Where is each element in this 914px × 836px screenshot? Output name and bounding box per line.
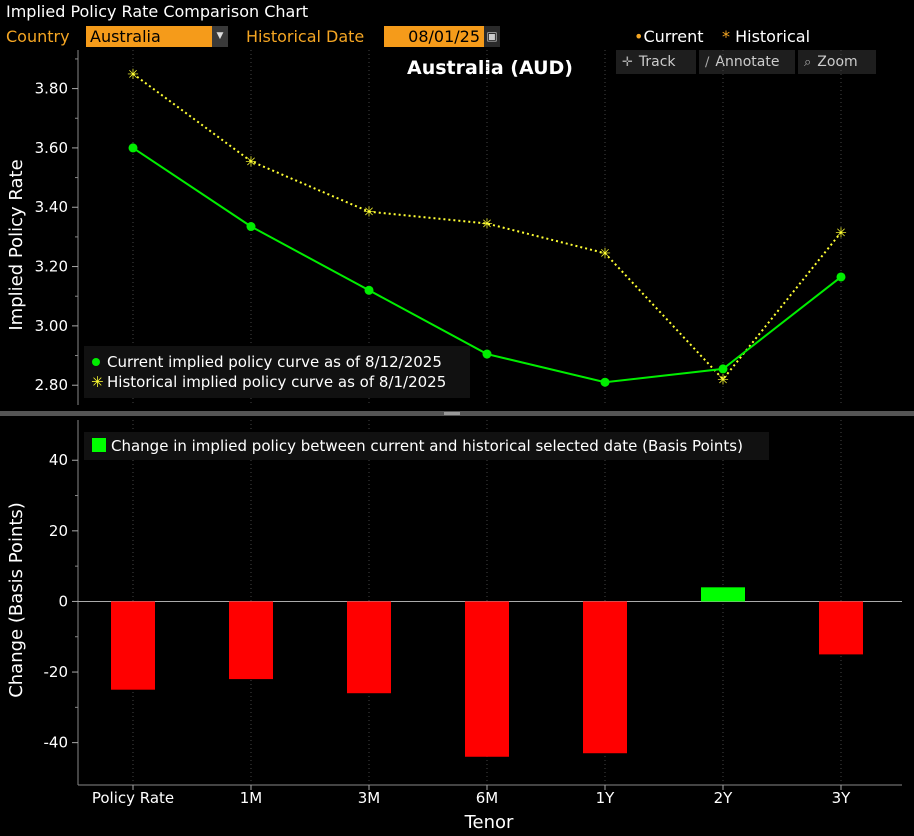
zoom-button[interactable]: ⌕ Zoom bbox=[798, 50, 876, 74]
y-tick-label: 20 bbox=[49, 522, 68, 540]
magnifier-icon: ⌕ bbox=[804, 55, 812, 70]
y-tick-label: 2.80 bbox=[35, 376, 68, 394]
y-tick-label: 40 bbox=[49, 451, 68, 469]
x-tick-label: 1Y bbox=[596, 789, 616, 807]
calendar-icon[interactable]: ▣ bbox=[484, 26, 500, 47]
country-label: Country bbox=[6, 27, 70, 46]
change-bar bbox=[229, 601, 273, 680]
divider-handle[interactable] bbox=[444, 412, 460, 415]
legend-historical: * Historical bbox=[722, 27, 811, 46]
x-tick-label: 2Y bbox=[714, 789, 734, 807]
x-tick-label: Policy Rate bbox=[92, 789, 174, 807]
window-title: Implied Policy Rate Comparison Chart bbox=[6, 2, 309, 21]
bar-legend: Change in implied policy between current… bbox=[84, 432, 769, 460]
y-tick-label: 3.00 bbox=[35, 317, 68, 335]
change-bar bbox=[583, 601, 627, 754]
current-point bbox=[246, 222, 256, 232]
chart-title: Australia (AUD) bbox=[407, 57, 573, 79]
bar-legend-box bbox=[84, 432, 769, 460]
historical-point: ✳ bbox=[363, 205, 375, 221]
current-point bbox=[482, 349, 492, 359]
historical-point: ✳ bbox=[127, 67, 139, 83]
chevron-down-icon[interactable]: ▼ bbox=[212, 26, 228, 47]
change-bar bbox=[347, 601, 391, 694]
x-tick-label: 3Y bbox=[832, 789, 852, 807]
legend-box bbox=[84, 346, 470, 398]
crosshair-icon: ✛ bbox=[622, 55, 633, 70]
historical-point: ✳ bbox=[245, 154, 257, 170]
x-tick-label: 6M bbox=[476, 789, 499, 807]
y-tick-label: 3.60 bbox=[35, 139, 68, 157]
annotate-button[interactable]: ∕ Annotate bbox=[699, 50, 795, 74]
change-bar bbox=[819, 601, 863, 655]
historical-date-label: Historical Date bbox=[246, 27, 365, 46]
pencil-icon: ∕ bbox=[705, 55, 710, 70]
current-point bbox=[600, 377, 610, 387]
historical-series-line bbox=[132, 72, 842, 381]
bar-legend-label: Change in implied policy between current… bbox=[111, 437, 743, 455]
legend-current-label: Current implied policy curve as of 8/12/… bbox=[107, 353, 442, 371]
historical-point: ✳ bbox=[835, 225, 847, 241]
historical-point: ✳ bbox=[717, 372, 729, 388]
y-tick-label: -40 bbox=[44, 734, 69, 752]
legend-historical-label: Historical implied policy curve as of 8/… bbox=[107, 373, 446, 391]
bar-legend-swatch bbox=[92, 438, 106, 452]
change-bar bbox=[465, 601, 509, 757]
y-tick-label: -20 bbox=[44, 663, 69, 681]
line-chart-area: Australia (AUD) Implied Policy Rate 3.80… bbox=[6, 50, 847, 405]
track-button[interactable]: ✛ Track bbox=[616, 50, 696, 74]
x-tick-label: 1M bbox=[240, 789, 263, 807]
y-axis-label-rate: Implied Policy Rate bbox=[6, 159, 27, 330]
y-tick-label: 3.20 bbox=[35, 258, 68, 276]
change-bar bbox=[111, 601, 155, 690]
current-point bbox=[718, 364, 728, 374]
y-tick-label: 3.40 bbox=[35, 198, 68, 216]
country-dropdown[interactable]: Australia bbox=[86, 26, 212, 47]
bar-chart-area: Change (Basis Points) Tenor 40200-20-40 … bbox=[6, 420, 902, 833]
historical-point: ✳ bbox=[599, 246, 611, 262]
historical-point: ✳ bbox=[481, 217, 493, 233]
asterisk-icon: * bbox=[722, 27, 736, 46]
y-axis-label-change: Change (Basis Points) bbox=[6, 502, 27, 698]
current-dot-icon: • bbox=[634, 27, 644, 46]
historical-date-input[interactable]: 08/01/25 bbox=[384, 26, 484, 47]
controls-bar: Country Australia ▼ Historical Date 08/0… bbox=[0, 25, 914, 49]
x-tick-label: 3M bbox=[358, 789, 381, 807]
x-axis-label-tenor: Tenor bbox=[464, 812, 514, 833]
line-legend: Current implied policy curve as of 8/12/… bbox=[84, 346, 470, 398]
current-legend-marker bbox=[92, 358, 100, 366]
legend-current: •Current bbox=[634, 27, 704, 46]
current-point bbox=[128, 143, 138, 153]
historical-legend-marker: ✳ bbox=[91, 373, 104, 391]
y-tick-label: 0 bbox=[58, 592, 68, 610]
current-point bbox=[836, 272, 846, 282]
current-point bbox=[364, 285, 374, 295]
y-tick-label: 3.80 bbox=[35, 80, 68, 98]
change-bar bbox=[701, 587, 745, 602]
